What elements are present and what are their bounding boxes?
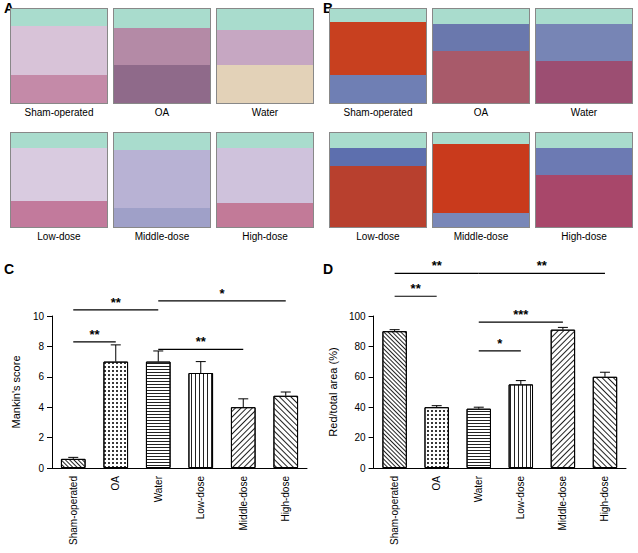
svg-text:100: 100	[349, 311, 366, 322]
html-text:High-dose: High-dose	[242, 231, 288, 242]
svg-text:20: 20	[354, 432, 366, 443]
html-text:Sham-operated: Sham-operated	[24, 107, 94, 118]
html-text:Water: Water	[570, 107, 598, 118]
svg-text:8: 8	[38, 341, 44, 352]
html-text:Water: Water	[251, 107, 279, 118]
svg-text:Mankin's score: Mankin's score	[10, 355, 22, 428]
svg-text:**: **	[89, 327, 100, 342]
svg-text:*: *	[219, 286, 225, 301]
svg-text:0: 0	[360, 463, 366, 474]
html-text:Middle-dose: Middle-dose	[453, 231, 509, 242]
svg-text:2: 2	[38, 432, 44, 443]
svg-text:Water: Water	[153, 475, 164, 502]
html-text:Low-dose: Low-dose	[356, 231, 400, 242]
svg-text:Low-dose: Low-dose	[195, 476, 206, 520]
svg-text:Water: Water	[473, 475, 484, 502]
svg-text:Sham-operated: Sham-operated	[68, 476, 79, 545]
svg-text:10: 10	[33, 311, 45, 322]
svg-text:0: 0	[38, 463, 44, 474]
svg-text:**: **	[111, 295, 122, 310]
svg-text:Sham-operated: Sham-operated	[389, 476, 400, 545]
svg-text:OA: OA	[110, 476, 121, 491]
html-text:Middle-dose: Middle-dose	[134, 231, 190, 242]
svg-text:High-dose: High-dose	[280, 476, 291, 522]
html-text:Sham-operated: Sham-operated	[343, 107, 413, 118]
svg-text:80: 80	[354, 341, 366, 352]
svg-text:**: **	[537, 258, 548, 273]
html-text:B: B	[323, 0, 334, 16]
svg-text:Middle-dose: Middle-dose	[557, 476, 568, 531]
svg-text:***: ***	[513, 307, 529, 322]
svg-text:60: 60	[354, 371, 366, 382]
html-text:OA: OA	[154, 107, 170, 118]
svg-text:*: *	[497, 336, 503, 351]
svg-text:D: D	[323, 261, 333, 277]
svg-text:Middle-dose: Middle-dose	[238, 476, 249, 531]
svg-text:High-dose: High-dose	[599, 476, 610, 522]
svg-text:**: **	[411, 281, 422, 296]
svg-text:Low-dose: Low-dose	[515, 476, 526, 520]
html-text:High-dose: High-dose	[561, 231, 607, 242]
html-text:A: A	[4, 0, 15, 16]
svg-text:**: **	[432, 258, 443, 273]
svg-text:OA: OA	[431, 476, 442, 491]
svg-text:C: C	[4, 261, 14, 277]
svg-text:Red/total area (%): Red/total area (%)	[327, 347, 339, 436]
html-text:Low-dose: Low-dose	[37, 231, 81, 242]
html-text:OA: OA	[473, 107, 489, 118]
svg-text:**: **	[196, 334, 207, 349]
svg-text:40: 40	[354, 402, 366, 413]
svg-text:4: 4	[38, 402, 44, 413]
svg-text:6: 6	[38, 371, 44, 382]
